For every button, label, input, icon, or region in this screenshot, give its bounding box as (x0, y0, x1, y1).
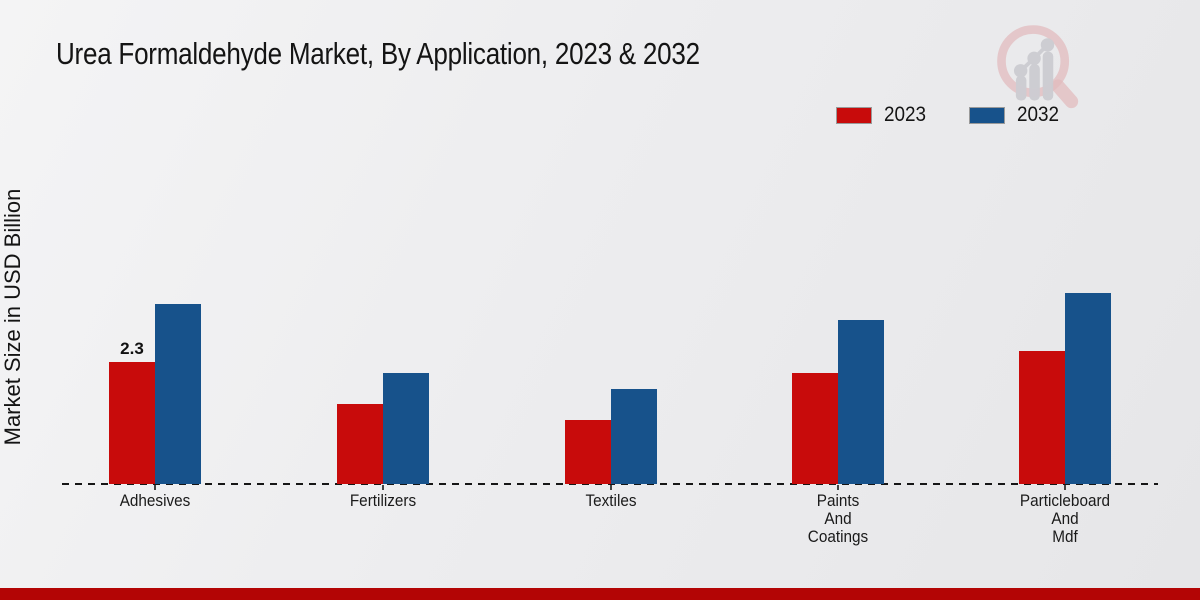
x-axis-category-label: Adhesives (119, 491, 191, 510)
bar-2032-adhesives (155, 304, 201, 484)
x-axis-category-label: Fertilizers (349, 491, 417, 510)
x-axis-tick (837, 485, 839, 490)
bar-value-label: 2.3 (120, 339, 144, 358)
x-axis-tick (154, 485, 156, 490)
legend: 2023 2032 (836, 103, 1063, 127)
x-axis-tick (610, 485, 612, 490)
x-axis-tick (382, 485, 384, 490)
bar-2023-textiles (565, 420, 611, 484)
legend-swatch-2032 (968, 106, 1005, 124)
footer-accent-bar (0, 588, 1200, 600)
x-axis-category-label: Particleboard And Mdf (1019, 491, 1111, 546)
logo-bars (1013, 38, 1055, 101)
legend-item-2023: 2023 (836, 103, 931, 127)
bar-2023-particleboard-and-mdf (1019, 351, 1065, 484)
bar-2032-textiles (611, 389, 657, 484)
legend-swatch-2023 (836, 106, 872, 124)
x-axis-dashed-line (62, 483, 1158, 485)
bar-2023-adhesives (109, 362, 155, 484)
bar-2032-particleboard-and-mdf (1065, 293, 1111, 484)
bar-2023-paints-and-coatings (792, 373, 838, 484)
chart-title: Urea Formaldehyde Market, By Application… (56, 36, 700, 71)
legend-label-2032: 2032 (1016, 103, 1059, 126)
magnifier-bar-chart-logo-icon (997, 25, 1079, 109)
legend-label-2023: 2023 (884, 103, 927, 126)
x-axis-category-label: Paints And Coatings (807, 491, 869, 546)
bar-2023-fertilizers (337, 404, 383, 484)
x-axis-tick (1064, 485, 1066, 490)
bar-2032-paints-and-coatings (838, 320, 884, 484)
x-axis-category-label: Textiles (585, 491, 637, 510)
logo-handle (1051, 79, 1079, 109)
bar-2032-fertilizers (383, 373, 429, 484)
legend-item-2032: 2032 (968, 103, 1064, 127)
